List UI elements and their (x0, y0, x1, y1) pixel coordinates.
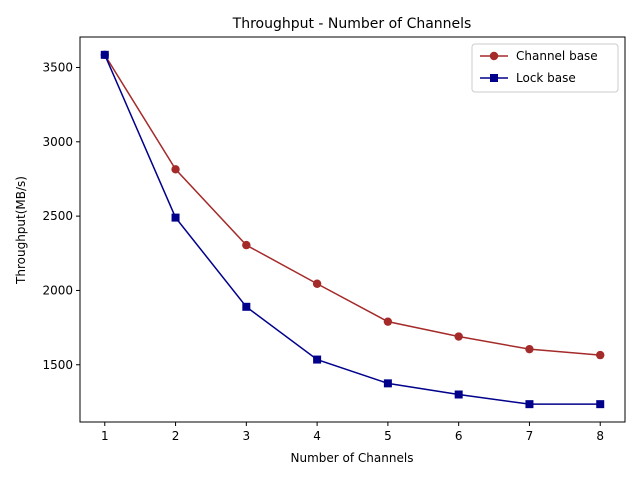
x-tick-label: 4 (313, 429, 321, 443)
series-line-lock-base (104, 54, 601, 405)
y-tick-label: 2500 (42, 209, 73, 223)
y-axis: 1500 2000 2500 3000 3500 (42, 60, 80, 372)
data-point-lock-base (525, 400, 534, 409)
x-axis: 1 2 3 4 5 6 7 8 (101, 422, 604, 443)
y-tick-label: 1500 (42, 358, 73, 372)
plot-frame (79, 36, 626, 423)
x-tick-label: 5 (384, 429, 392, 443)
data-point-lock-base (313, 355, 322, 364)
series-line-channel-base (104, 54, 601, 356)
x-tick-label: 1 (101, 429, 109, 443)
legend-marker-lock-base (490, 74, 498, 82)
x-tick-label: 2 (172, 429, 180, 443)
data-point-channel-base (242, 240, 251, 250)
chart-title: Throughput - Number of Channels (232, 16, 472, 32)
plot-area (100, 50, 605, 409)
legend: Channel base Lock base (471, 43, 619, 93)
x-axis-label: Number of Channels (291, 451, 414, 465)
data-point-lock-base (100, 50, 109, 59)
x-tick-label: 3 (243, 429, 251, 443)
data-point-lock-base (383, 379, 392, 388)
data-point-channel-base (525, 344, 534, 354)
data-point-lock-base (171, 213, 180, 222)
y-axis-label: Throughput(MB/s) (14, 176, 28, 285)
data-point-channel-base (454, 332, 463, 341)
data-point-channel-base (383, 317, 393, 326)
legend-box (471, 43, 619, 93)
y-tick-label: 3500 (42, 60, 73, 74)
data-point-channel-base (171, 165, 180, 174)
y-tick-label: 2000 (42, 283, 73, 297)
data-point-lock-base (596, 400, 605, 409)
x-tick-label: 6 (455, 429, 463, 443)
data-point-channel-base (596, 350, 605, 360)
data-point-lock-base (242, 302, 251, 311)
data-point-channel-base (312, 279, 322, 288)
y-tick-label: 3000 (42, 135, 73, 149)
legend-label-channel-base: Channel base (516, 49, 598, 63)
data-point-lock-base (454, 390, 463, 399)
x-tick-label: 8 (596, 429, 604, 443)
legend-marker-channel-base (489, 51, 499, 61)
legend-label-lock-base: Lock base (516, 71, 576, 85)
x-tick-label: 7 (526, 429, 534, 443)
